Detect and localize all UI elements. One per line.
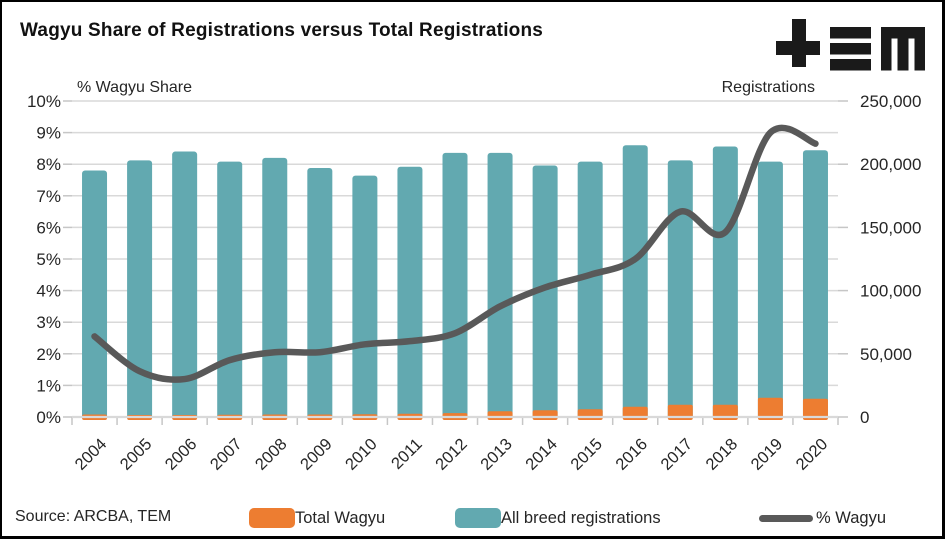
bar-all-breed-registrations (127, 160, 153, 420)
bar-all-breed-registrations (397, 166, 423, 420)
logo-m-glyph (881, 27, 925, 71)
right-axis-tick-label: 250,000 (860, 92, 921, 111)
bar-all-breed-registrations (757, 161, 783, 420)
bar-all-breed-registrations (262, 157, 288, 420)
right-axis-tick-label: 150,000 (860, 218, 921, 237)
x-axis-year-label: 2020 (793, 435, 832, 474)
x-axis-year-label: 2016 (612, 435, 651, 474)
x-axis-year-label: 2010 (342, 435, 381, 474)
all-breed-swatch (455, 508, 501, 528)
x-axis-year-label: 2015 (567, 435, 606, 474)
left-axis-tick-label: 6% (36, 218, 61, 237)
right-axis-tick-label: 100,000 (860, 282, 921, 301)
logo-plus-horizontal (776, 41, 820, 55)
legend-item-pct-wagyu: % Wagyu (759, 505, 886, 531)
x-axis-year-label: 2011 (388, 435, 426, 473)
logo-e-bar (830, 59, 871, 71)
x-axis-year-label: 2014 (522, 435, 561, 474)
right-axis-title: Registrations (721, 79, 815, 96)
bar-total-wagyu (487, 411, 513, 420)
bar-total-wagyu (802, 398, 828, 420)
bar-all-breed-registrations (442, 152, 468, 420)
x-axis-year-label: 2006 (162, 435, 201, 474)
x-axis-year-label: 2008 (252, 435, 291, 474)
left-axis-tick-label: 4% (36, 282, 61, 301)
bar-all-breed-registrations (487, 152, 513, 420)
bar-total-wagyu (757, 397, 783, 420)
x-axis-year-label: 2004 (72, 435, 111, 474)
x-axis-year-label: 2013 (477, 435, 516, 474)
legend-label: Total Wagyu (295, 508, 386, 527)
left-axis-tick-label: 3% (36, 313, 61, 332)
x-axis-year-label: 2009 (297, 435, 336, 474)
logo-e-bar (830, 27, 871, 39)
left-axis-title: % Wagyu Share (77, 79, 193, 96)
bar-all-breed-registrations (172, 151, 198, 420)
legend-item-all-breed: All breed registrations (455, 505, 661, 531)
left-axis-tick-label: 1% (36, 376, 61, 395)
x-axis-year-label: 2012 (432, 435, 471, 474)
right-axis-tick-label: 50,000 (860, 345, 912, 364)
right-axis-tick-label: 200,000 (860, 155, 921, 174)
bar-all-breed-registrations (667, 160, 693, 420)
pct-wagyu-line-swatch (759, 514, 813, 522)
x-axis-year-label: 2018 (702, 435, 741, 474)
left-axis-tick-label: 10% (27, 92, 61, 111)
bar-total-wagyu (532, 410, 558, 420)
tem-logo-icon (776, 19, 925, 71)
bar-all-breed-registrations (82, 170, 108, 420)
pct-wagyu-line (91, 124, 819, 383)
source-note: Source: ARCBA, TEM (15, 508, 172, 525)
legend-item-total-wagyu: Total Wagyu (249, 505, 385, 531)
left-axis-tick-label: 5% (36, 250, 61, 269)
bar-all-breed-registrations (217, 161, 243, 420)
bar-all-breed-registrations (352, 175, 378, 420)
x-axis-year-label: 2017 (657, 435, 696, 474)
bar-total-wagyu (577, 409, 603, 420)
x-axis-year-label: 2005 (117, 435, 156, 474)
left-axis-tick-label: 2% (36, 345, 61, 364)
x-axis-year-label: 2007 (207, 435, 246, 474)
left-axis-tick-label: 0% (36, 408, 61, 427)
left-axis-tick-label: 7% (36, 187, 61, 206)
bar-all-breed-registrations (712, 146, 738, 420)
chart-title: Wagyu Share of Registrations versus Tota… (20, 20, 544, 41)
bar-all-breed-registrations (802, 150, 828, 420)
x-axis-year-label: 2019 (748, 435, 787, 474)
bar-all-breed-registrations (532, 165, 558, 420)
logo-e-bar (830, 43, 871, 55)
legend-label: All breed registrations (501, 508, 661, 527)
right-axis-tick-label: 0 (860, 408, 869, 427)
bar-all-breed-registrations (307, 167, 333, 420)
legend-label: % Wagyu (816, 508, 886, 527)
left-axis-tick-label: 9% (36, 124, 61, 143)
bar-all-breed-registrations (622, 145, 648, 421)
total-wagyu-swatch (249, 508, 295, 528)
bar-all-breed-registrations (577, 161, 603, 420)
left-axis-tick-label: 8% (36, 155, 61, 174)
